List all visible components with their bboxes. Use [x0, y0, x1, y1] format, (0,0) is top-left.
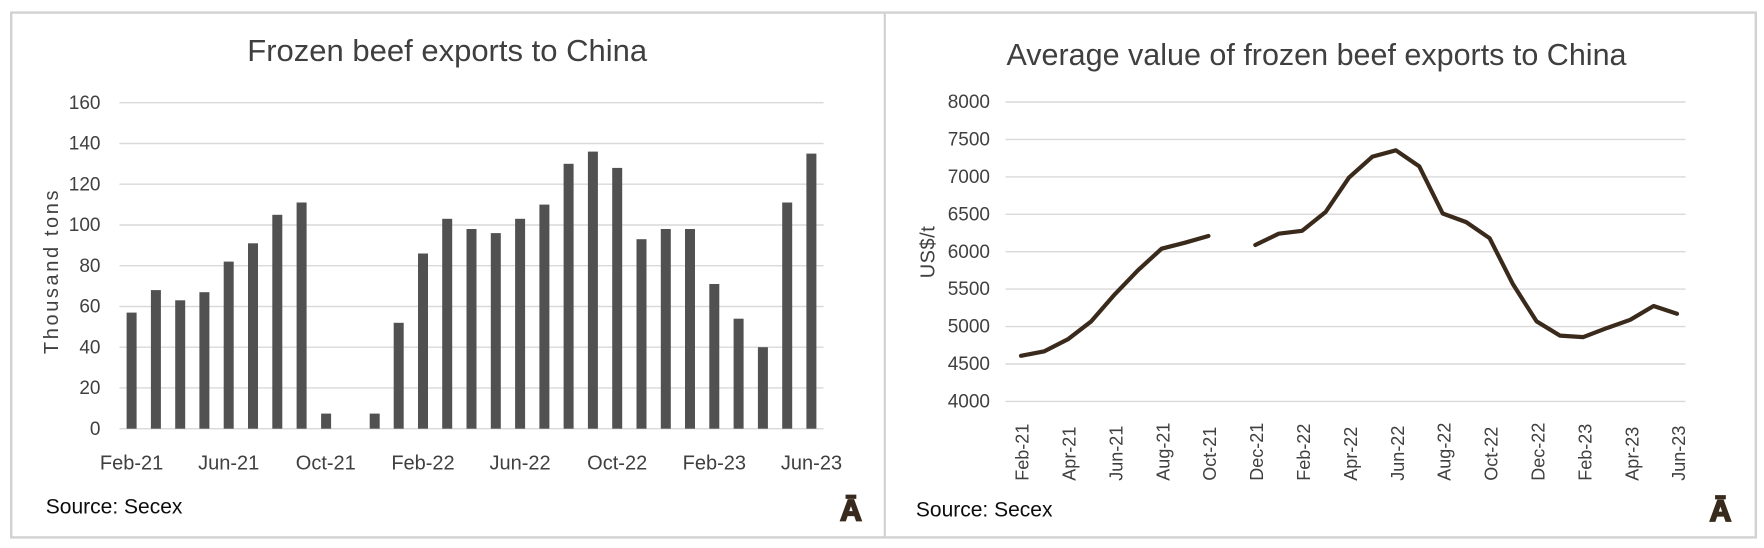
svg-text:Apr-22: Apr-22: [1341, 427, 1361, 481]
svg-text:140: 140: [69, 134, 101, 155]
svg-text:5000: 5000: [948, 317, 990, 338]
svg-text:4500: 4500: [948, 354, 990, 375]
svg-text:Frozen beef exports to China: Frozen beef exports to China: [247, 33, 648, 68]
svg-text:Dec-21: Dec-21: [1247, 423, 1267, 481]
svg-text:40: 40: [79, 337, 100, 358]
svg-text:Feb-21: Feb-21: [100, 453, 163, 475]
svg-text:Jun-21: Jun-21: [1106, 426, 1126, 481]
svg-text:Oct-21: Oct-21: [1200, 427, 1220, 481]
svg-text:6000: 6000: [948, 242, 990, 263]
svg-text:Source: Secex: Source: Secex: [916, 499, 1053, 522]
svg-text:Aug-22: Aug-22: [1435, 423, 1455, 481]
svg-text:Feb-21: Feb-21: [1013, 424, 1033, 481]
svg-text:Jun-22: Jun-22: [1388, 426, 1408, 481]
svg-text:160: 160: [69, 93, 101, 114]
svg-text:Thousand tons: Thousand tons: [41, 188, 63, 354]
svg-text:Jun-23: Jun-23: [781, 453, 842, 475]
svg-text:6500: 6500: [948, 204, 990, 225]
svg-text:4000: 4000: [948, 392, 990, 413]
svg-text:Oct-22: Oct-22: [1482, 427, 1502, 481]
svg-text:20: 20: [79, 378, 100, 399]
svg-text:120: 120: [69, 174, 101, 195]
svg-text:US$/t: US$/t: [918, 226, 940, 279]
svg-text:80: 80: [79, 256, 100, 277]
svg-text:Oct-22: Oct-22: [587, 453, 647, 475]
svg-text:5500: 5500: [948, 279, 990, 300]
svg-text:0: 0: [90, 419, 101, 440]
svg-text:Jun-23: Jun-23: [1669, 426, 1689, 481]
svg-text:Feb-22: Feb-22: [391, 453, 454, 475]
svg-text:60: 60: [79, 297, 100, 318]
svg-text:100: 100: [69, 215, 101, 236]
svg-text:Jun-22: Jun-22: [490, 453, 551, 475]
svg-text:Average value of frozen beef e: Average value of frozen beef exports to …: [1007, 38, 1627, 72]
svg-text:Source: Secex: Source: Secex: [46, 495, 183, 518]
svg-text:7000: 7000: [948, 167, 990, 188]
svg-text:Apr-21: Apr-21: [1060, 427, 1080, 481]
svg-text:Aug-21: Aug-21: [1153, 423, 1173, 481]
svg-text:Feb-22: Feb-22: [1294, 424, 1314, 481]
svg-text:Dec-22: Dec-22: [1529, 423, 1549, 481]
svg-text:Apr-23: Apr-23: [1622, 427, 1642, 481]
svg-text:Ā: Ā: [1710, 495, 1732, 528]
svg-text:Oct-21: Oct-21: [296, 453, 356, 475]
svg-text:Feb-23: Feb-23: [1575, 424, 1595, 481]
svg-text:Feb-23: Feb-23: [683, 453, 746, 475]
svg-text:Ā: Ā: [840, 495, 862, 528]
svg-text:Jun-21: Jun-21: [198, 453, 259, 475]
svg-text:8000: 8000: [948, 92, 990, 113]
svg-text:7500: 7500: [948, 130, 990, 151]
